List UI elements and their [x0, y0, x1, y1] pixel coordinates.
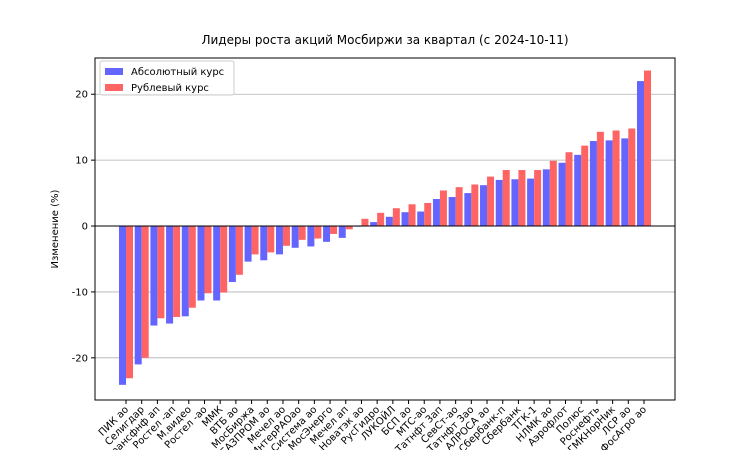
bar	[282, 226, 290, 246]
bar	[235, 226, 243, 275]
bar	[527, 178, 535, 227]
bar	[173, 226, 181, 317]
bar	[298, 226, 306, 240]
y-tick-label: -10	[72, 287, 88, 298]
bar	[141, 226, 149, 358]
bar	[260, 226, 268, 261]
bar	[370, 222, 378, 227]
bar	[549, 160, 557, 227]
bar	[621, 138, 629, 227]
bar	[417, 211, 425, 227]
y-axis-label: Изменение (%)	[50, 189, 61, 268]
bar	[495, 179, 503, 227]
bar	[558, 162, 566, 227]
bar	[637, 81, 644, 227]
bar	[424, 202, 432, 227]
bar	[628, 128, 636, 227]
bar	[455, 187, 463, 227]
bar	[377, 212, 385, 227]
bar	[251, 226, 259, 255]
bar	[338, 226, 346, 238]
legend-label: Рублевый курс	[131, 83, 209, 94]
y-tick-label: 0	[82, 222, 88, 233]
bar	[448, 197, 456, 227]
bar	[565, 152, 573, 227]
legend-swatch	[105, 84, 123, 91]
y-tick-label: 10	[75, 156, 88, 167]
bar	[574, 154, 582, 227]
bar	[464, 193, 472, 227]
bar	[267, 226, 275, 253]
legend-swatch	[105, 68, 123, 75]
bar	[361, 218, 369, 227]
legend-box	[99, 60, 235, 96]
bar	[487, 176, 495, 227]
bar	[401, 212, 409, 227]
bar	[439, 190, 447, 227]
bar	[181, 226, 189, 317]
legend: Абсолютный курс Рублевый курс	[99, 60, 235, 96]
bar	[314, 226, 322, 239]
bar	[471, 184, 479, 227]
bar	[581, 145, 589, 227]
bar	[166, 226, 174, 324]
legend-label: Абсолютный курс	[131, 67, 224, 78]
bar	[323, 226, 331, 242]
bar	[518, 170, 526, 227]
bar	[307, 226, 315, 247]
bar	[330, 226, 338, 234]
y-tick-label: -20	[72, 353, 88, 364]
bar	[605, 140, 613, 227]
bar	[596, 131, 604, 227]
bar	[188, 226, 196, 308]
bar	[432, 199, 440, 227]
bar	[126, 226, 133, 379]
chart-title: Лидеры роста акций Мосбиржи за квартал (…	[201, 33, 568, 47]
bar	[157, 226, 165, 319]
bar	[589, 141, 597, 227]
bar	[408, 204, 416, 227]
bar	[291, 226, 299, 248]
bar	[150, 226, 158, 326]
plot-frame	[94, 57, 676, 401]
bar	[213, 226, 221, 301]
bar	[220, 226, 228, 293]
bar	[542, 169, 550, 227]
bar	[228, 226, 236, 283]
y-tick-label: 20	[75, 90, 88, 101]
bar	[644, 70, 651, 227]
bar	[511, 179, 519, 227]
bar	[612, 130, 620, 227]
bar	[119, 226, 126, 385]
bar	[480, 185, 488, 227]
bar	[385, 216, 393, 227]
bar	[244, 226, 252, 262]
bar	[134, 226, 142, 365]
bar	[197, 226, 205, 301]
bar	[392, 208, 400, 227]
bar	[534, 170, 542, 227]
bar	[275, 226, 283, 255]
bar	[345, 226, 353, 230]
bar	[204, 226, 212, 294]
bar	[502, 170, 510, 227]
